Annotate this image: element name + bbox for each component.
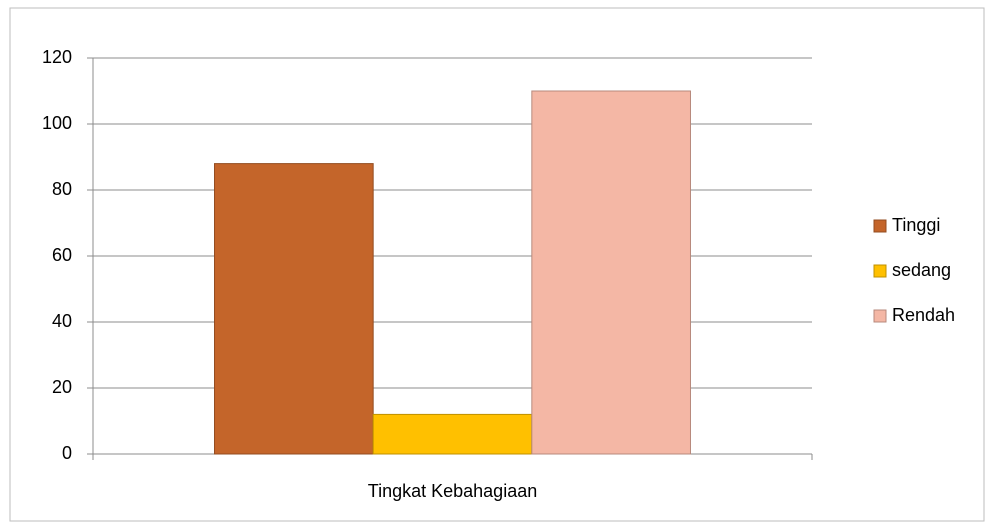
bar [531,90,691,455]
y-tick-label: 60 [52,245,72,265]
legend-swatch [873,219,887,233]
legend-swatch [873,309,887,323]
y-tick-label: 0 [62,443,72,463]
x-tick-label: Tingkat Kebahagiaan [368,481,537,501]
bar [372,413,533,455]
y-tick-label: 120 [42,47,72,67]
legend-label: Rendah [892,305,955,325]
y-tick-label: 80 [52,179,72,199]
legend-label: sedang [892,260,951,280]
y-tick-label: 40 [52,311,72,331]
legend-swatch [873,264,887,278]
legend-label: Tinggi [892,215,940,235]
bar [214,163,374,455]
y-tick-label: 20 [52,377,72,397]
y-tick-label: 100 [42,113,72,133]
